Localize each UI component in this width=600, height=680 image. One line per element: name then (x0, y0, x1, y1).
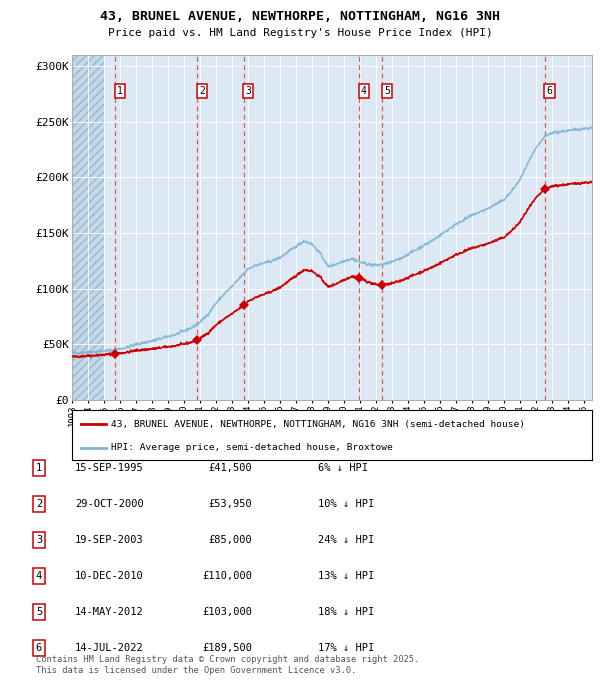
Text: 3: 3 (245, 86, 251, 97)
Text: 2: 2 (199, 86, 205, 97)
Text: 4: 4 (36, 571, 42, 581)
Text: £103,000: £103,000 (202, 607, 252, 617)
Text: 6: 6 (36, 643, 42, 653)
Text: 15-SEP-1995: 15-SEP-1995 (75, 463, 144, 473)
Text: 6: 6 (547, 86, 553, 97)
Text: 3: 3 (36, 535, 42, 545)
Text: £189,500: £189,500 (202, 643, 252, 653)
Bar (72, 55, 104, 400)
Text: £41,500: £41,500 (208, 463, 252, 473)
Text: 5: 5 (384, 86, 390, 97)
Text: 4: 4 (361, 86, 367, 97)
Text: 13% ↓ HPI: 13% ↓ HPI (318, 571, 374, 581)
Text: HPI: Average price, semi-detached house, Broxtowe: HPI: Average price, semi-detached house,… (111, 443, 393, 452)
Text: 6% ↓ HPI: 6% ↓ HPI (318, 463, 368, 473)
Text: 14-MAY-2012: 14-MAY-2012 (75, 607, 144, 617)
Text: 1: 1 (36, 463, 42, 473)
Text: 14-JUL-2022: 14-JUL-2022 (75, 643, 144, 653)
Text: 1: 1 (117, 86, 123, 97)
Text: 2: 2 (36, 499, 42, 509)
Text: £85,000: £85,000 (208, 535, 252, 545)
Text: 18% ↓ HPI: 18% ↓ HPI (318, 607, 374, 617)
Text: 43, BRUNEL AVENUE, NEWTHORPE, NOTTINGHAM, NG16 3NH (semi-detached house): 43, BRUNEL AVENUE, NEWTHORPE, NOTTINGHAM… (111, 420, 525, 428)
Text: 43, BRUNEL AVENUE, NEWTHORPE, NOTTINGHAM, NG16 3NH: 43, BRUNEL AVENUE, NEWTHORPE, NOTTINGHAM… (100, 10, 500, 23)
Text: 17% ↓ HPI: 17% ↓ HPI (318, 643, 374, 653)
Text: Contains HM Land Registry data © Crown copyright and database right 2025.
This d: Contains HM Land Registry data © Crown c… (36, 655, 419, 675)
Text: £53,950: £53,950 (208, 499, 252, 509)
Text: 29-OCT-2000: 29-OCT-2000 (75, 499, 144, 509)
Text: 5: 5 (36, 607, 42, 617)
Text: 19-SEP-2003: 19-SEP-2003 (75, 535, 144, 545)
Text: 10% ↓ HPI: 10% ↓ HPI (318, 499, 374, 509)
Text: 24% ↓ HPI: 24% ↓ HPI (318, 535, 374, 545)
Text: Price paid vs. HM Land Registry's House Price Index (HPI): Price paid vs. HM Land Registry's House … (107, 28, 493, 38)
Text: £110,000: £110,000 (202, 571, 252, 581)
Text: 10-DEC-2010: 10-DEC-2010 (75, 571, 144, 581)
